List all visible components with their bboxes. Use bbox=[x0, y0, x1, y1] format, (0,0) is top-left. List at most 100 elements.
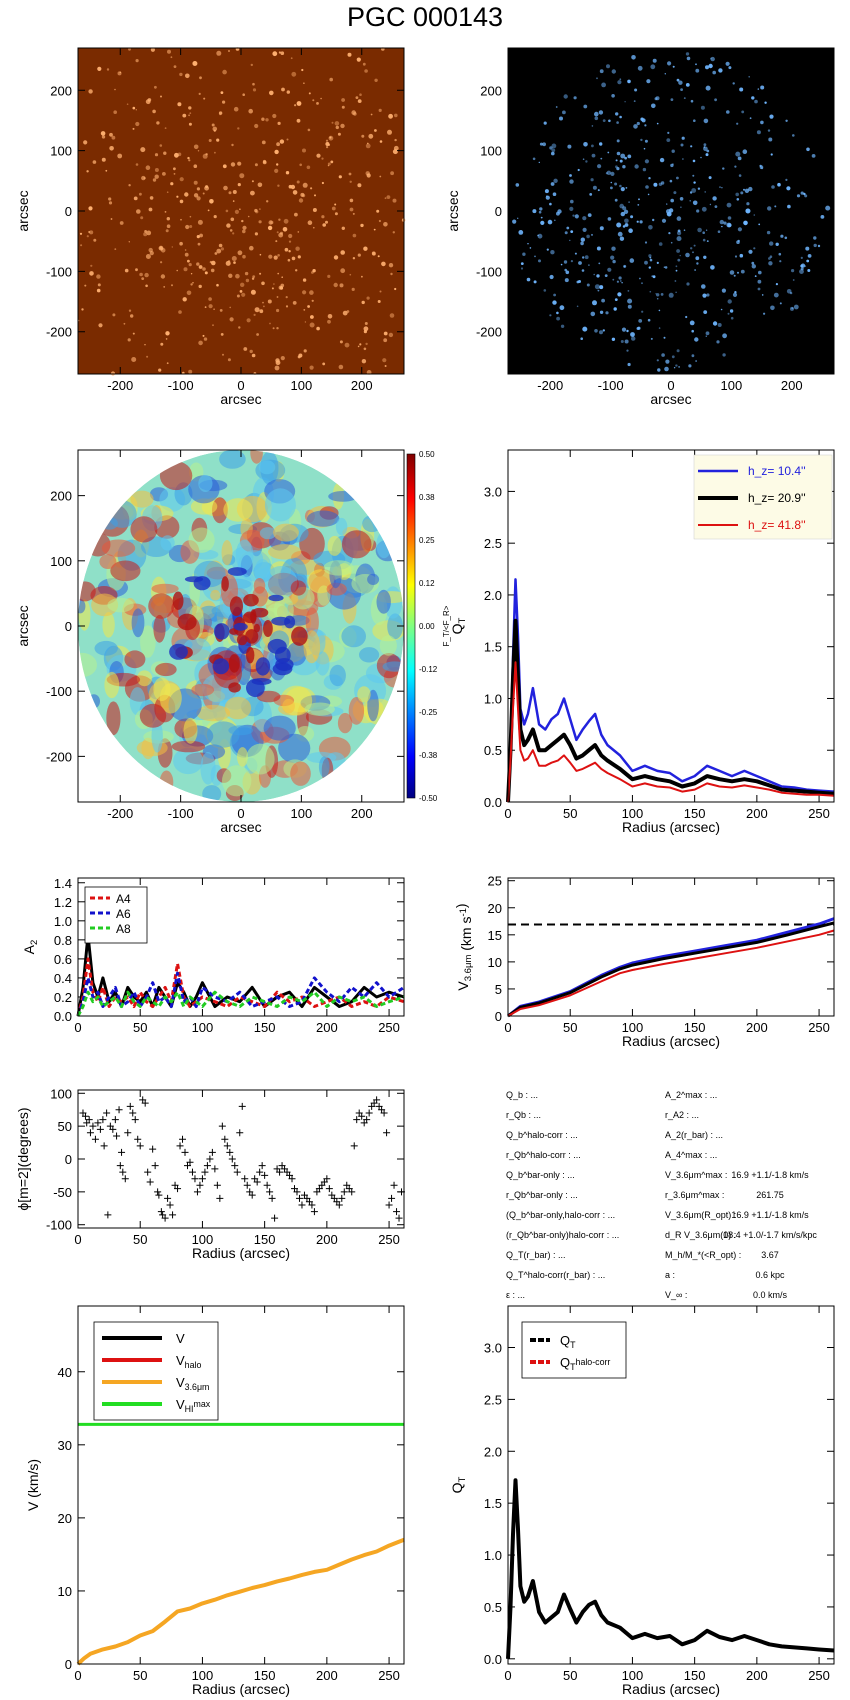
x-tick-label: 100 bbox=[192, 1020, 214, 1035]
star-source bbox=[665, 359, 670, 364]
star-source bbox=[552, 300, 557, 305]
star-source bbox=[320, 97, 322, 100]
star-source bbox=[135, 59, 139, 63]
star-source bbox=[538, 259, 541, 263]
y-tick-label: 5 bbox=[495, 982, 502, 997]
star-source bbox=[723, 221, 727, 225]
star-source bbox=[322, 362, 326, 366]
star-source bbox=[619, 236, 625, 241]
star-source bbox=[555, 106, 558, 108]
star-source bbox=[304, 321, 307, 323]
star-source bbox=[549, 274, 554, 280]
y-tick-label: 100 bbox=[480, 144, 502, 159]
star-source bbox=[636, 327, 640, 330]
star-source bbox=[273, 283, 275, 285]
phase-point bbox=[146, 1178, 154, 1186]
star-source bbox=[737, 156, 742, 161]
force-blob bbox=[341, 625, 367, 648]
phase-point bbox=[86, 1129, 94, 1137]
force-core-blob bbox=[245, 629, 259, 644]
star-source bbox=[280, 283, 285, 288]
x-tick-label: 200 bbox=[316, 1232, 338, 1247]
star-source bbox=[661, 218, 667, 223]
phase-point bbox=[155, 1191, 163, 1199]
star-source bbox=[811, 154, 816, 158]
star-source bbox=[540, 216, 543, 219]
star-source bbox=[644, 260, 648, 265]
star-source bbox=[636, 121, 640, 126]
force-core-blob bbox=[229, 628, 239, 635]
star-source bbox=[329, 136, 332, 139]
star-source bbox=[86, 170, 89, 173]
star-source bbox=[689, 320, 695, 326]
star-source bbox=[163, 151, 167, 155]
star-source bbox=[187, 156, 190, 160]
star-source bbox=[381, 261, 386, 267]
phase-point bbox=[176, 1142, 184, 1150]
star-source bbox=[135, 121, 140, 127]
phase-point bbox=[206, 1155, 214, 1163]
star-source bbox=[132, 332, 135, 335]
star-source bbox=[352, 212, 355, 215]
star-source bbox=[237, 183, 241, 187]
star-source bbox=[642, 167, 647, 172]
star-source bbox=[682, 158, 684, 160]
star-source bbox=[518, 230, 524, 235]
colorbar-tick-label: -0.50 bbox=[419, 794, 438, 803]
star-source bbox=[250, 63, 253, 67]
star-source bbox=[767, 129, 771, 132]
star-source bbox=[678, 366, 680, 368]
force-blob bbox=[206, 721, 240, 748]
star-source bbox=[184, 252, 189, 257]
star-source bbox=[621, 282, 623, 284]
force-blob bbox=[382, 661, 404, 672]
star-source bbox=[164, 211, 167, 213]
star-source bbox=[580, 241, 584, 246]
legend-box bbox=[521, 1321, 627, 1379]
force-blob bbox=[222, 765, 252, 797]
star-source bbox=[368, 133, 374, 139]
star-source bbox=[248, 108, 253, 114]
star-source bbox=[182, 113, 187, 118]
star-source bbox=[825, 205, 831, 211]
star-source bbox=[567, 144, 572, 149]
star-source bbox=[569, 179, 574, 184]
force-blob bbox=[337, 712, 353, 734]
star-source bbox=[202, 334, 205, 337]
star-source bbox=[760, 166, 764, 170]
star-source bbox=[128, 241, 130, 243]
star-source bbox=[729, 309, 734, 313]
x-tick-label: 0 bbox=[74, 1232, 81, 1247]
star-source bbox=[559, 305, 565, 311]
star-source bbox=[325, 220, 328, 224]
star-source bbox=[790, 306, 794, 311]
y-axis-label-group: A2 bbox=[21, 940, 40, 955]
star-source bbox=[159, 144, 163, 147]
star-source bbox=[394, 113, 398, 118]
star-source bbox=[133, 196, 138, 201]
star-source bbox=[352, 233, 357, 238]
star-source bbox=[388, 113, 393, 119]
phase-point bbox=[181, 1148, 189, 1156]
phase-point bbox=[353, 1116, 361, 1124]
stat-right-value: 16.9 +1.1/-1.8 km/s bbox=[731, 1170, 809, 1180]
star-source bbox=[611, 246, 616, 251]
star-source bbox=[190, 273, 193, 275]
phase-point bbox=[203, 1162, 211, 1170]
stat-right-value: 0.6 kpc bbox=[755, 1270, 785, 1280]
stat-right-value: 18.4 +1.0/-1.7 km/s/kpc bbox=[723, 1230, 817, 1240]
star-source bbox=[582, 216, 587, 221]
phase-point bbox=[81, 1112, 89, 1120]
phase-point bbox=[383, 1129, 391, 1137]
y-tick-label: 50 bbox=[58, 1119, 72, 1134]
star-source bbox=[283, 218, 289, 224]
star-source bbox=[370, 113, 373, 116]
star-source bbox=[124, 268, 129, 273]
star-source bbox=[272, 113, 277, 119]
star-source bbox=[203, 97, 206, 100]
star-source bbox=[237, 127, 240, 130]
force-blob bbox=[282, 698, 295, 714]
star-source bbox=[714, 205, 718, 209]
force-blob bbox=[107, 597, 134, 613]
phase-point bbox=[211, 1165, 219, 1173]
